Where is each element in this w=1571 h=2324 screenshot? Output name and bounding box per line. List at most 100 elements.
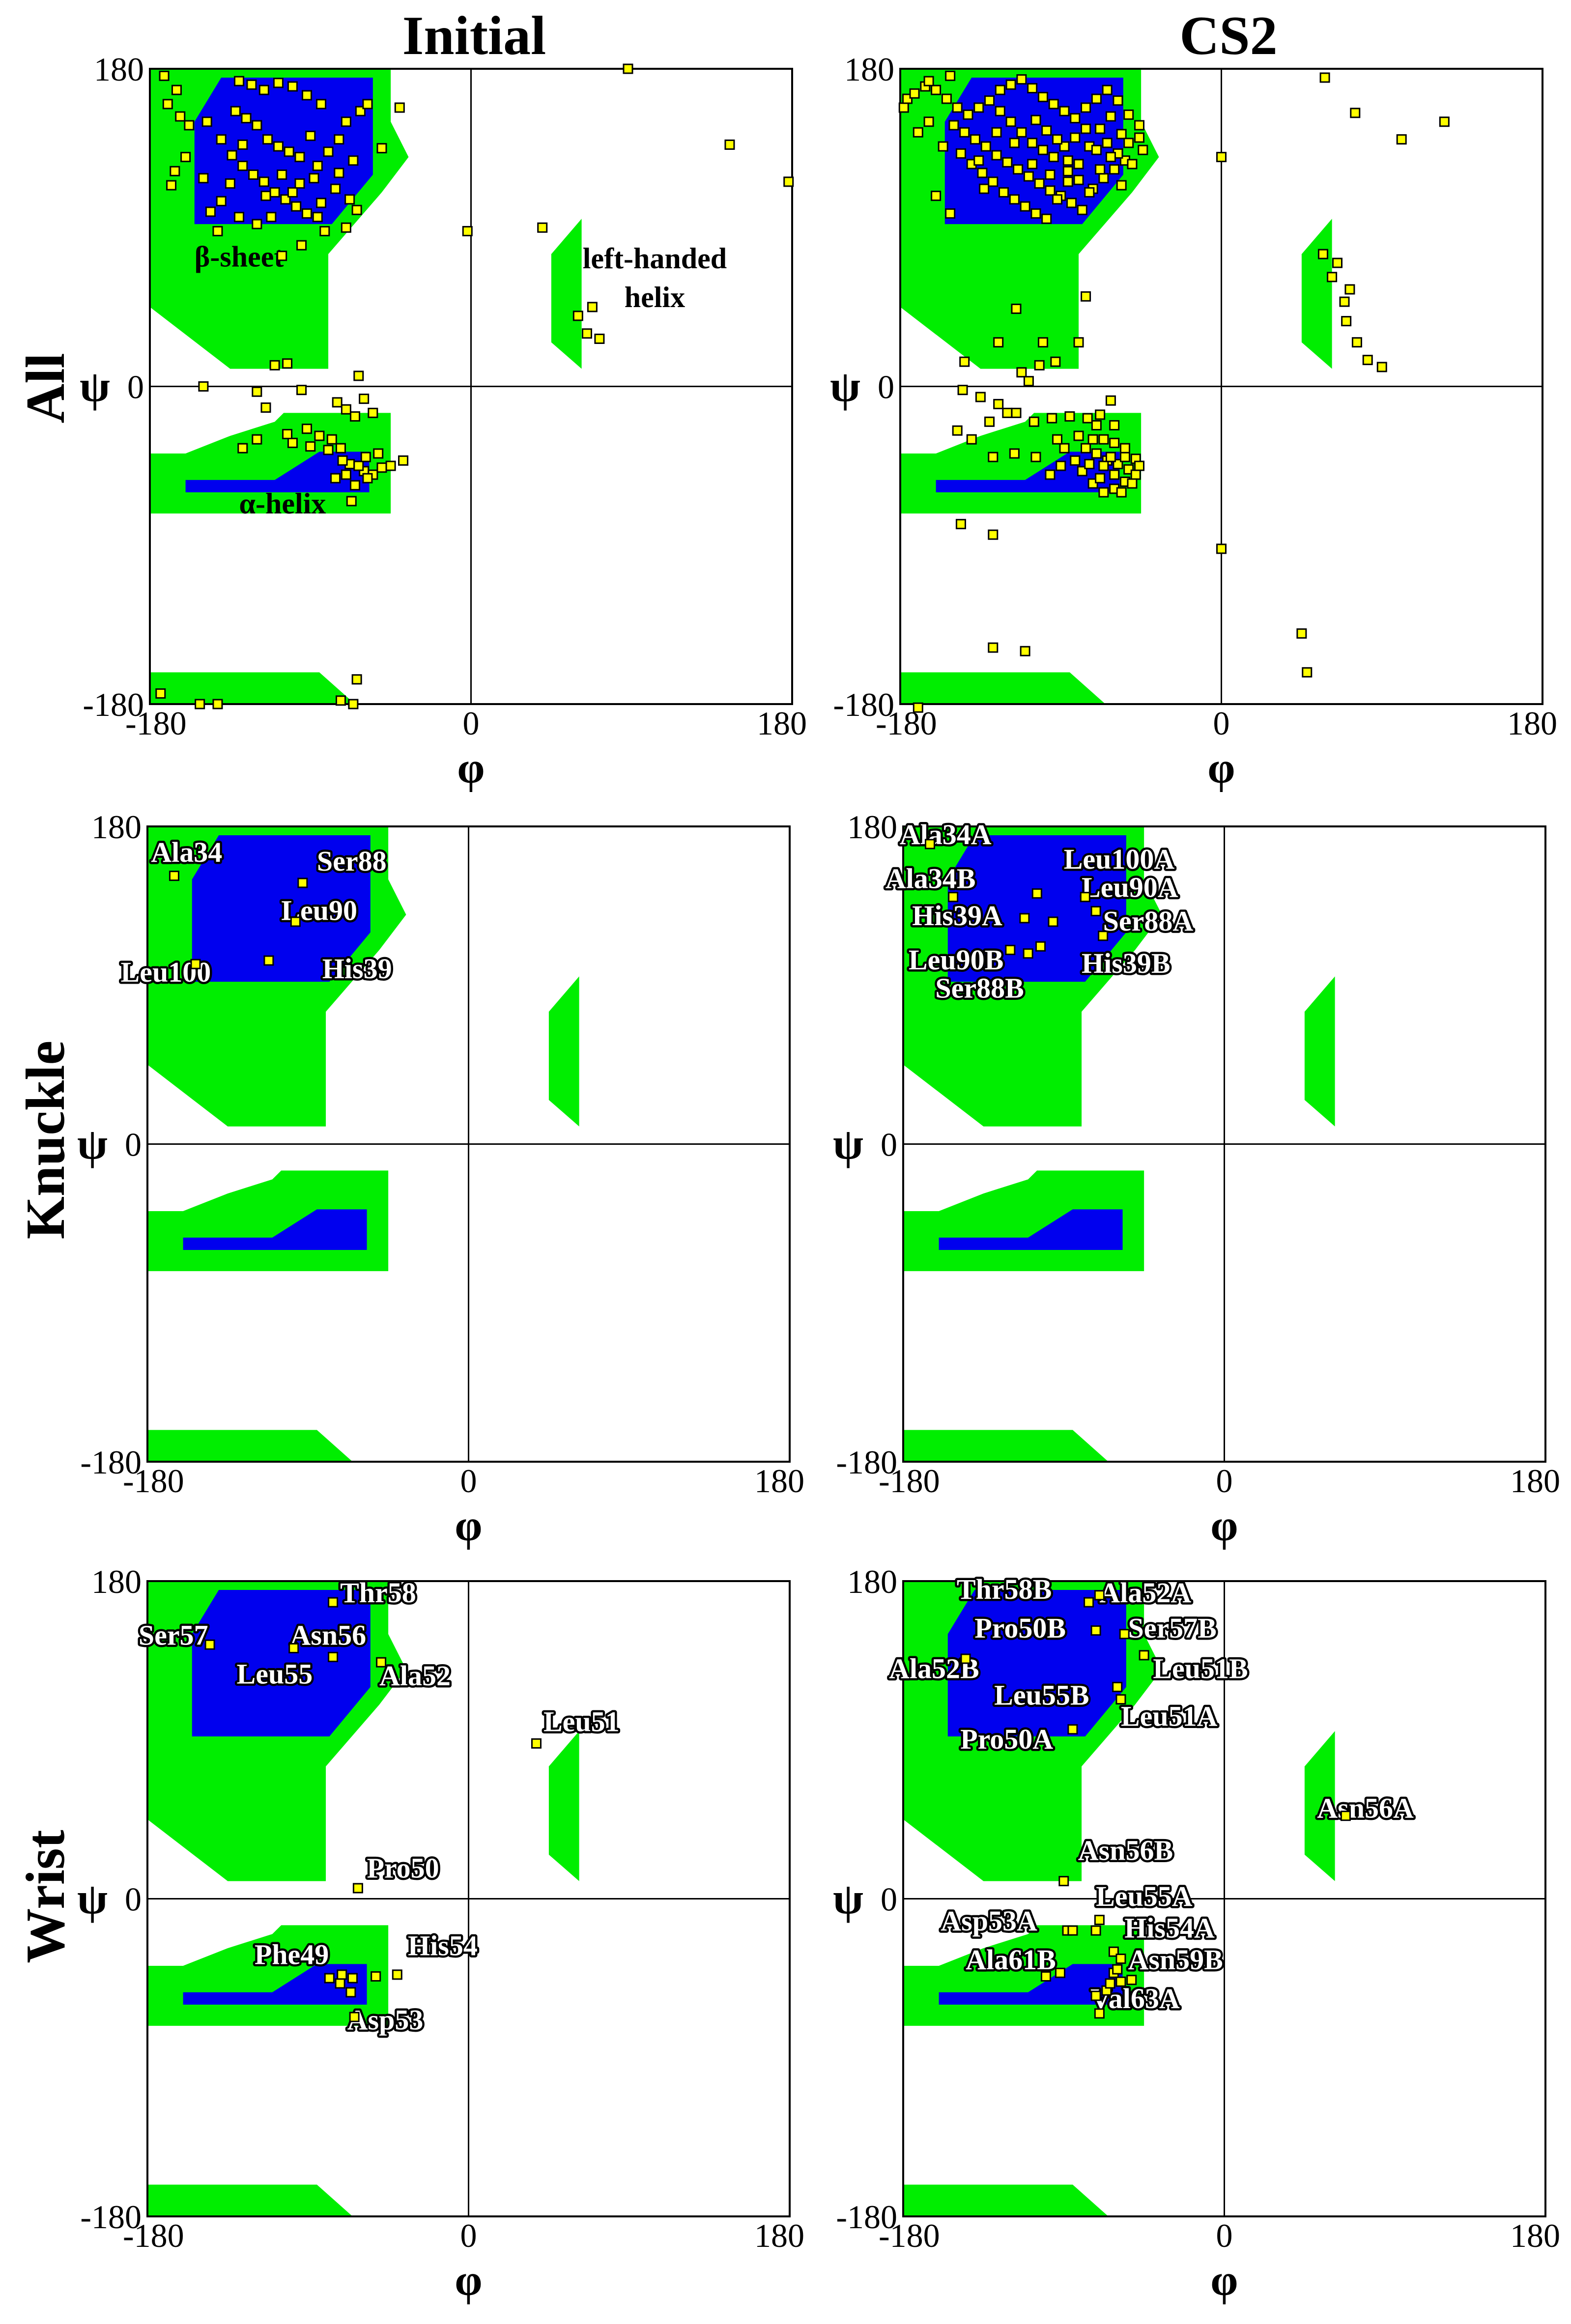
point-label: Asp53A [941, 1905, 1037, 1937]
data-point [1087, 434, 1098, 445]
y-tick-label: -180 [836, 2198, 897, 2236]
data-point [362, 99, 373, 110]
data-point [351, 674, 362, 685]
data-point [1340, 1811, 1351, 1821]
data-point [1119, 443, 1130, 453]
data-point [1035, 941, 1046, 952]
column-title-initial: Initial [402, 5, 546, 66]
column-title-cs2: CS2 [1179, 5, 1277, 66]
data-point [296, 240, 307, 251]
data-point [1105, 1978, 1115, 1989]
data-point [1112, 1964, 1123, 1975]
point-label: His39A [912, 900, 1002, 932]
data-point [1102, 138, 1113, 148]
data-point [594, 334, 605, 344]
bottom-allowed-region [147, 2184, 353, 2216]
data-point [305, 441, 316, 452]
data-point [301, 90, 312, 101]
data-point [1067, 1724, 1078, 1735]
data-point [1041, 125, 1052, 136]
data-point [995, 106, 1005, 116]
data-point [237, 139, 248, 150]
data-point [1123, 109, 1134, 120]
data-point [373, 448, 384, 459]
data-point [1073, 337, 1084, 348]
data-point [1105, 452, 1116, 462]
beta-sheet-label: β-sheet [195, 240, 284, 273]
alpha-core-region [185, 452, 370, 492]
data-point [988, 452, 999, 462]
point-label: Thr58B [957, 1573, 1052, 1605]
data-point [314, 430, 325, 441]
point-label: Ser57 [139, 1619, 208, 1651]
data-point [324, 1973, 335, 1984]
data-point [328, 1651, 339, 1662]
data-point [344, 194, 355, 205]
data-point [1116, 180, 1127, 191]
beta-core-region [947, 1589, 1126, 1737]
data-point [945, 70, 956, 81]
data-point [1112, 1682, 1123, 1692]
data-point [1317, 249, 1328, 259]
data-point [175, 111, 186, 122]
data-point [1396, 134, 1407, 145]
point-label: Ala52 [379, 1660, 451, 1692]
data-point [348, 699, 359, 709]
data-point [1013, 164, 1024, 175]
x-tick-label: 0 [460, 1462, 477, 1500]
data-point [960, 1653, 971, 1664]
data-point [166, 180, 177, 191]
alpha-helix-label: α-helix [239, 487, 326, 520]
data-point [581, 328, 592, 339]
data-point [1005, 116, 1016, 127]
data-point [294, 178, 305, 189]
y-tick-label: 0 [881, 1126, 897, 1163]
helix-label: helix [625, 281, 685, 313]
data-point [923, 116, 934, 127]
x-axis-label: φ [1210, 1502, 1238, 1550]
x-tick-label: -180 [879, 2217, 940, 2254]
data-point [1115, 1976, 1126, 1987]
x-axis-label: φ [455, 1502, 482, 1550]
data-point [252, 120, 262, 131]
data-point [266, 212, 277, 223]
point-label: Pro50 [367, 1852, 439, 1884]
point-label: Asn56 [290, 1619, 366, 1651]
data-point [1084, 1597, 1094, 1608]
data-point [1027, 159, 1038, 170]
data-point [957, 385, 968, 396]
y-axis-label: ψ [77, 1875, 108, 1924]
data-point [1115, 1954, 1126, 1964]
data-point [1109, 469, 1120, 480]
data-point [398, 455, 409, 466]
x-axis-label: φ [1210, 2256, 1238, 2305]
y-tick-label: 0 [878, 368, 894, 406]
data-point [246, 79, 257, 90]
wrist-cs2-panel: -180 0 180 180 0 -180 φ ψ Thr58B Ala52A Pro50B Ser5… [833, 1563, 1560, 2305]
data-point [227, 150, 237, 161]
data-point [1028, 416, 1039, 427]
data-point [1350, 108, 1361, 118]
data-point [1139, 1650, 1149, 1661]
data-point [1302, 667, 1313, 678]
plot-frame [902, 825, 1546, 1463]
y-tick-label: -180 [80, 2198, 142, 2236]
y-tick-label: 180 [844, 51, 894, 88]
y-tick-label: 180 [94, 51, 144, 88]
data-point [975, 392, 986, 402]
data-point [724, 139, 735, 150]
x-tick-label: 180 [754, 1462, 804, 1500]
data-point [248, 170, 259, 180]
data-point [1020, 201, 1030, 212]
data-point [970, 134, 980, 145]
left-handed-label: left-handed [583, 242, 727, 275]
data-point [1062, 176, 1073, 187]
data-point [1047, 413, 1057, 424]
data-point [334, 168, 344, 178]
data-point [963, 109, 973, 120]
data-point [269, 187, 280, 198]
y-tick-label: -180 [83, 686, 144, 723]
data-point [201, 116, 212, 127]
data-point [305, 130, 316, 141]
data-point [359, 394, 370, 404]
